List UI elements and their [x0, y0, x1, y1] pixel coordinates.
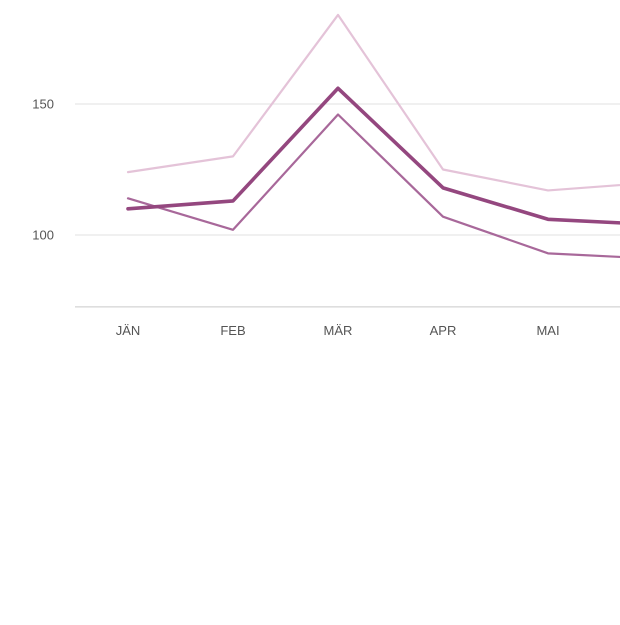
x-tick-label: MAI	[536, 323, 559, 338]
series-line-3	[126, 86, 620, 225]
x-axis: JÄN FEB MÄR APR MAI	[116, 323, 560, 338]
series-line-1	[126, 13, 620, 192]
grid-layer	[75, 103, 620, 308]
y-axis: 100 150	[32, 97, 54, 243]
y-tick-label: 150	[32, 97, 54, 112]
x-tick-label: FEB	[220, 323, 245, 338]
x-tick-label: MÄR	[324, 323, 353, 338]
x-tick-label: APR	[430, 323, 457, 338]
x-tick-label: JÄN	[116, 323, 141, 338]
series-layer	[126, 13, 620, 259]
series-line-2	[126, 113, 620, 259]
y-tick-label: 100	[32, 228, 54, 243]
